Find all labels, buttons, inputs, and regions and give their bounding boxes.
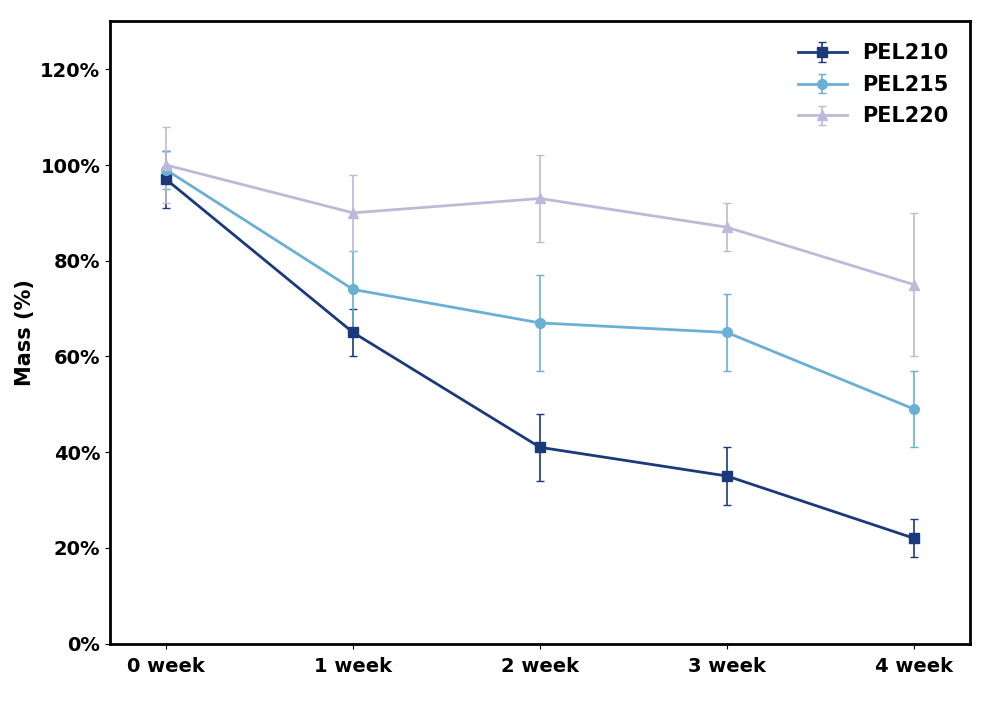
- Y-axis label: Mass (%): Mass (%): [15, 279, 35, 386]
- Legend: PEL210, PEL215, PEL220: PEL210, PEL215, PEL220: [786, 31, 960, 138]
